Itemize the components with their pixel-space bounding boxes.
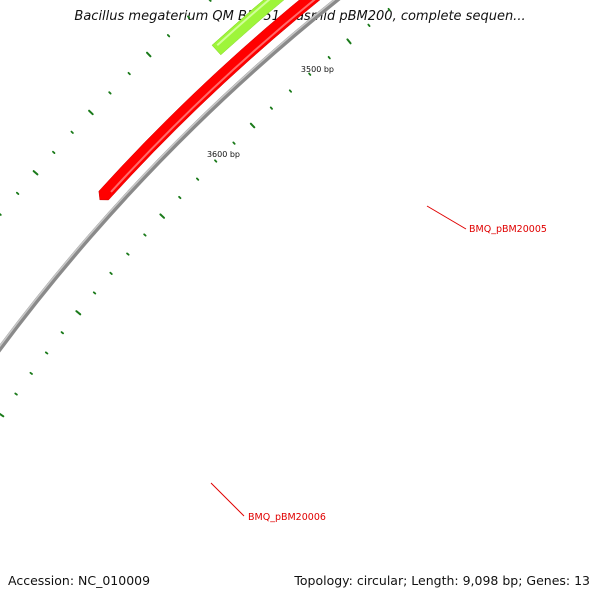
ruler-minor-tick <box>108 91 112 95</box>
inner-tick-dots <box>0 7 391 418</box>
ruler-tick-label: 3600 bp <box>207 150 240 159</box>
ruler-minor-tick <box>126 252 130 256</box>
ruler-major-tick <box>159 213 166 219</box>
ruler-minor-tick <box>60 331 65 335</box>
gene-arrow-bmq-pbm20005[interactable] <box>211 0 600 56</box>
ruler-minor-tick <box>14 392 18 396</box>
ruler-tick-labels: 2900 bp3000 bp3100 bp3200 bp3300 bp3400 … <box>207 65 334 159</box>
map-summary-text: Topology: circular; Length: 9,098 bp; Ge… <box>294 573 590 588</box>
ruler-minor-tick <box>178 195 182 200</box>
gene-label-bmq-pbm20005[interactable]: BMQ_pBM20005 <box>469 224 547 235</box>
gene-arrow-bmq-pbm20006[interactable] <box>98 0 600 201</box>
ruler-major-tick <box>146 51 152 58</box>
ruler-major-tick <box>32 170 39 176</box>
ruler-major-tick <box>0 412 5 418</box>
ruler-minor-tick <box>195 177 200 181</box>
ruler-minor-tick <box>327 55 331 60</box>
ruler-minor-tick <box>187 15 191 19</box>
ruler-minor-tick <box>29 371 33 375</box>
ruler-minor-tick <box>92 291 97 295</box>
ruler-major-tick <box>208 0 212 2</box>
accession-text: Accession: NC_010009 <box>8 573 151 588</box>
gene-arrow-bmq-pbm20006-highlight <box>110 0 316 193</box>
ruler-tick-label: 3500 bp <box>301 65 334 74</box>
ruler-major-tick <box>249 122 256 129</box>
ruler-minor-tick <box>44 351 49 355</box>
ruler-minor-tick <box>367 23 371 28</box>
map-title: Bacillus megaterium QM B1551 plasmid pBM… <box>74 9 526 24</box>
ruler-minor-tick <box>308 72 312 76</box>
ruler-minor-tick <box>288 89 293 93</box>
ruler-minor-tick <box>214 159 218 163</box>
ruler-minor-tick <box>232 141 236 145</box>
outer-tick-dots <box>0 0 212 216</box>
ruler-major-tick <box>88 109 94 116</box>
ruler-minor-tick <box>15 191 20 195</box>
plasmid-backbone-highlight <box>0 0 336 348</box>
gene-label-bmq-pbm20006[interactable]: BMQ_pBM20006 <box>248 512 326 523</box>
ruler-minor-tick <box>127 71 131 76</box>
ruler-minor-tick <box>52 150 56 154</box>
label-leader-bmq-pbm20006 <box>210 482 245 517</box>
label-leader-bmq-pbm20005 <box>426 205 467 230</box>
plasmid-backbone <box>0 0 341 353</box>
ruler-minor-tick <box>143 233 147 237</box>
ruler-minor-tick <box>166 34 171 38</box>
ruler-minor-tick <box>70 130 74 134</box>
ruler-major-tick <box>346 38 352 45</box>
ruler-minor-tick <box>0 213 2 216</box>
ruler-minor-tick <box>109 271 113 275</box>
ruler-minor-tick <box>387 7 391 12</box>
ruler-major-tick <box>75 310 82 316</box>
ruler-minor-tick <box>269 106 273 110</box>
